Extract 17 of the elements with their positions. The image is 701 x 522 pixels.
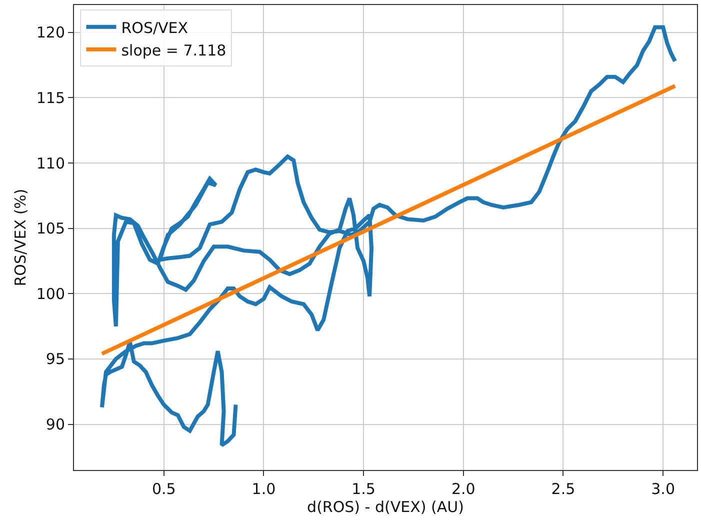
legend-label: ROS/VEX [121,18,188,37]
x-tick-label: 2.0 [451,480,476,498]
y-tick-label: 90 [46,416,65,434]
x-tick-label: 0.5 [152,480,176,498]
y-tick-label: 100 [36,284,65,303]
x-tick-label: 1.0 [252,480,276,498]
y-axis-title: ROS/VEX (%) [12,188,30,286]
y-tick-label: 120 [36,24,65,42]
x-tick-label: 3.0 [651,480,675,498]
y-tick-label: 115 [36,88,65,107]
legend-label: slope = 7.118 [121,41,226,60]
y-tick-label: 95 [46,350,65,368]
y-tick-label: 110 [36,154,65,172]
x-tick-label: 1.5 [352,480,376,498]
y-tick-label: 105 [36,220,65,238]
x-axis-title: d(ROS) - d(VEX) (AU) [307,498,464,516]
x-tick-label: 2.5 [551,480,576,498]
